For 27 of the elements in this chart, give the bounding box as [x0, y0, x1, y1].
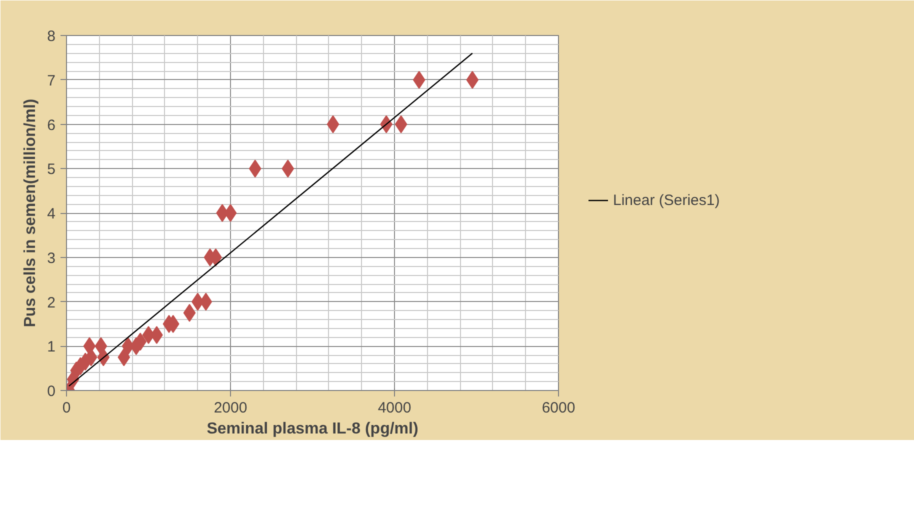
- point: [326, 115, 340, 134]
- y-tick-label: 4: [47, 206, 56, 222]
- x-tick-label: 2000: [214, 400, 248, 416]
- y-tick-label: 0: [47, 383, 56, 400]
- point: [200, 292, 212, 311]
- y-tick-label: 7: [47, 72, 56, 90]
- point: [282, 160, 294, 178]
- point: [224, 204, 237, 222]
- x-tick-label: 4000: [378, 400, 412, 416]
- point: [394, 115, 408, 134]
- point: [466, 70, 479, 89]
- legend-label: Linear (Series1): [613, 192, 720, 208]
- y-tick-label: 1: [47, 338, 56, 356]
- point: [248, 160, 262, 178]
- y-tick-label: 5: [47, 161, 56, 178]
- y-tick-label: 6: [47, 116, 56, 134]
- point: [118, 348, 130, 366]
- point: [412, 70, 426, 89]
- y-tick-label: 2: [47, 294, 56, 312]
- x-axis-title: Seminal plasma IL-8 (pg/ml): [206, 420, 418, 438]
- x-tick-label: 6000: [542, 400, 576, 416]
- point: [183, 304, 196, 322]
- y-axis-title: Pus cells in semen(million/ml): [22, 98, 40, 328]
- point: [84, 348, 98, 366]
- y-tick-label: 3: [47, 250, 56, 267]
- x-tick-label: 0: [62, 400, 71, 416]
- y-tick-label: 8: [47, 28, 56, 45]
